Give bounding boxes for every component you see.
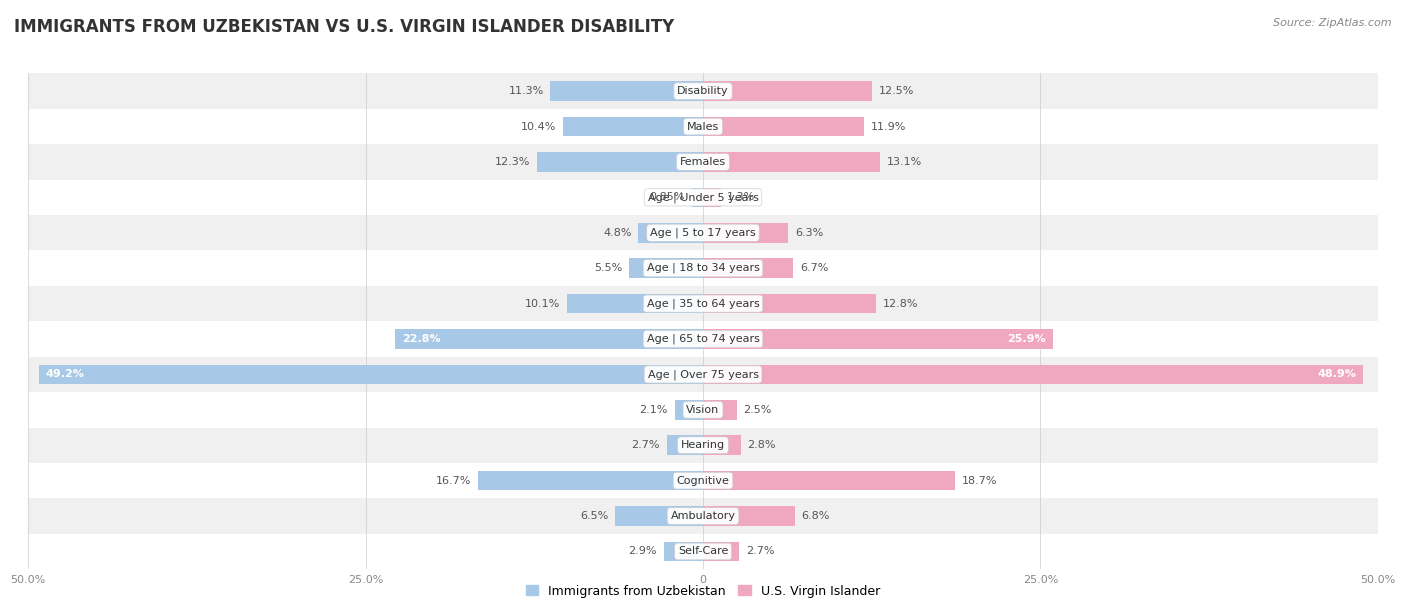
Text: 6.5%: 6.5%	[581, 511, 609, 521]
Text: 4.8%: 4.8%	[603, 228, 631, 238]
Text: Vision: Vision	[686, 405, 720, 415]
Bar	[675, 400, 703, 420]
Text: 18.7%: 18.7%	[962, 476, 998, 486]
Bar	[692, 188, 703, 207]
Text: 2.5%: 2.5%	[744, 405, 772, 415]
Text: Age | 65 to 74 years: Age | 65 to 74 years	[647, 334, 759, 345]
Text: Males: Males	[688, 122, 718, 132]
Text: Age | 18 to 34 years: Age | 18 to 34 years	[647, 263, 759, 274]
Bar	[664, 542, 703, 561]
Text: 12.3%: 12.3%	[495, 157, 530, 167]
Bar	[703, 542, 740, 561]
Bar	[28, 109, 1378, 144]
Bar	[28, 321, 1378, 357]
Legend: Immigrants from Uzbekistan, U.S. Virgin Islander: Immigrants from Uzbekistan, U.S. Virgin …	[520, 580, 886, 603]
Bar	[537, 152, 703, 172]
Bar	[395, 329, 703, 349]
Text: 48.9%: 48.9%	[1317, 370, 1357, 379]
Text: 6.8%: 6.8%	[801, 511, 830, 521]
Text: Self-Care: Self-Care	[678, 547, 728, 556]
Text: 5.5%: 5.5%	[593, 263, 621, 273]
Bar	[28, 144, 1378, 180]
Text: Age | 35 to 64 years: Age | 35 to 64 years	[647, 298, 759, 309]
Bar	[703, 506, 794, 526]
Bar	[28, 215, 1378, 250]
Bar	[562, 117, 703, 136]
Bar	[567, 294, 703, 313]
Bar	[551, 81, 703, 101]
Text: 2.1%: 2.1%	[640, 405, 668, 415]
Text: IMMIGRANTS FROM UZBEKISTAN VS U.S. VIRGIN ISLANDER DISABILITY: IMMIGRANTS FROM UZBEKISTAN VS U.S. VIRGI…	[14, 18, 675, 36]
Text: 13.1%: 13.1%	[887, 157, 922, 167]
Bar	[703, 81, 872, 101]
Bar	[703, 223, 787, 242]
Bar	[703, 436, 741, 455]
Text: 11.9%: 11.9%	[870, 122, 905, 132]
Text: 25.9%: 25.9%	[1007, 334, 1046, 344]
Bar	[703, 117, 863, 136]
Bar	[478, 471, 703, 490]
Text: 2.7%: 2.7%	[747, 547, 775, 556]
Text: Hearing: Hearing	[681, 440, 725, 450]
Text: Disability: Disability	[678, 86, 728, 96]
Bar	[666, 436, 703, 455]
Bar	[638, 223, 703, 242]
Bar	[39, 365, 703, 384]
Bar	[28, 498, 1378, 534]
Bar	[616, 506, 703, 526]
Text: Age | Under 5 years: Age | Under 5 years	[648, 192, 758, 203]
Text: 2.9%: 2.9%	[628, 547, 657, 556]
Bar	[28, 534, 1378, 569]
Text: 12.5%: 12.5%	[879, 86, 914, 96]
Text: 2.8%: 2.8%	[748, 440, 776, 450]
Bar	[28, 286, 1378, 321]
Bar	[703, 294, 876, 313]
Text: 1.3%: 1.3%	[727, 192, 755, 203]
Text: 49.2%: 49.2%	[45, 370, 84, 379]
Text: 12.8%: 12.8%	[883, 299, 918, 308]
Bar	[28, 392, 1378, 428]
Bar	[703, 258, 793, 278]
Bar	[28, 250, 1378, 286]
Bar	[28, 428, 1378, 463]
Text: Age | 5 to 17 years: Age | 5 to 17 years	[650, 228, 756, 238]
Text: 16.7%: 16.7%	[436, 476, 471, 486]
Text: 2.7%: 2.7%	[631, 440, 659, 450]
Text: Ambulatory: Ambulatory	[671, 511, 735, 521]
Text: 10.1%: 10.1%	[524, 299, 560, 308]
Text: 6.7%: 6.7%	[800, 263, 828, 273]
Text: Cognitive: Cognitive	[676, 476, 730, 486]
Text: Source: ZipAtlas.com: Source: ZipAtlas.com	[1274, 18, 1392, 28]
Bar	[703, 329, 1053, 349]
Text: Females: Females	[681, 157, 725, 167]
Bar	[703, 400, 737, 420]
Text: Age | Over 75 years: Age | Over 75 years	[648, 369, 758, 379]
Text: 11.3%: 11.3%	[509, 86, 544, 96]
Bar	[703, 365, 1362, 384]
Bar	[703, 188, 720, 207]
Bar	[28, 463, 1378, 498]
Bar	[28, 73, 1378, 109]
Bar	[703, 471, 956, 490]
Text: 6.3%: 6.3%	[794, 228, 823, 238]
Text: 22.8%: 22.8%	[402, 334, 440, 344]
Bar	[703, 152, 880, 172]
Text: 0.85%: 0.85%	[650, 192, 685, 203]
Bar	[28, 180, 1378, 215]
Bar	[628, 258, 703, 278]
Text: 10.4%: 10.4%	[520, 122, 555, 132]
Bar	[28, 357, 1378, 392]
